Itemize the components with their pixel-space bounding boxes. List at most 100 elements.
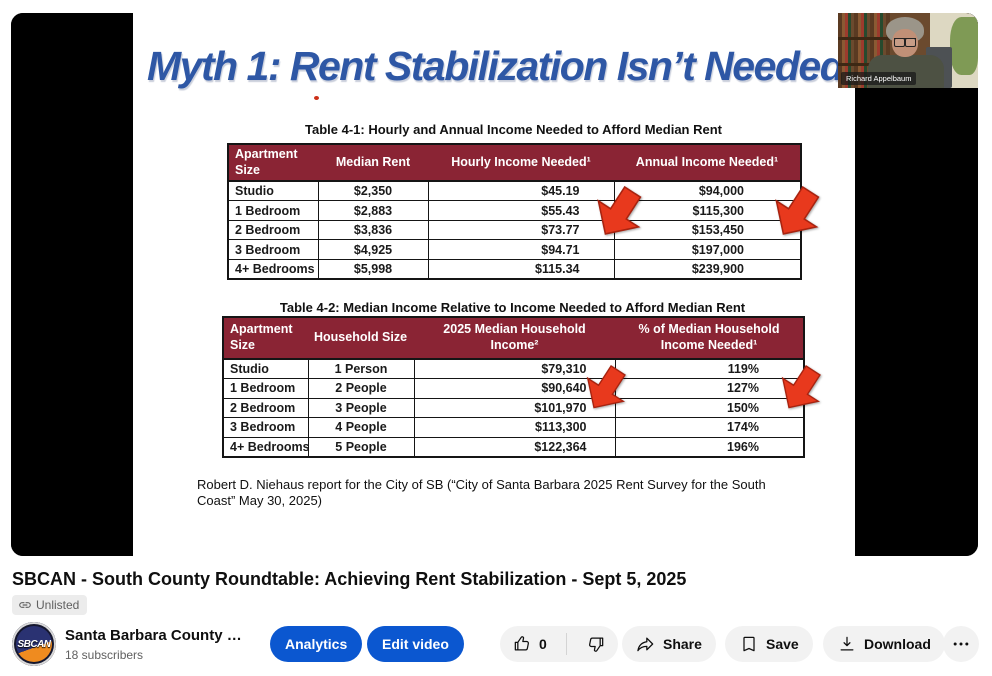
table-cell: 2 Bedroom xyxy=(227,219,319,241)
column-header: Apartment Size xyxy=(228,144,318,183)
table-median-income: Apartment Size Household Size 2025 Media… xyxy=(222,316,805,458)
table-row: 3 Bedroom $4,925 $94.71 $197,000 xyxy=(227,239,802,260)
like-count: 0 xyxy=(539,636,547,652)
window-foliage xyxy=(950,17,978,75)
like-dislike-group: 0 xyxy=(500,626,618,662)
table-cell: 4+ Bedrooms xyxy=(222,436,309,457)
edit-video-button[interactable]: Edit video xyxy=(367,626,464,662)
column-header: % of Median Household Income Needed¹ xyxy=(615,317,804,360)
table-cell: $239,900 xyxy=(613,258,802,280)
speaker-name-label: Richard Appelbaum xyxy=(841,72,917,85)
column-header: Apartment Size xyxy=(223,317,308,360)
table-row: 4+ Bedrooms 5 People $122,364 196% xyxy=(222,436,805,457)
analytics-button-label: Analytics xyxy=(285,636,348,652)
table-cell: 2 People xyxy=(307,378,415,399)
letterbox-right xyxy=(855,13,978,556)
channel-name[interactable]: Santa Barbara County … xyxy=(65,627,242,644)
table-income-needed: Apartment Size Median Rent Hourly Income… xyxy=(227,143,802,280)
table-cell: 4 People xyxy=(307,417,415,438)
channel-avatar[interactable]: SBCAN xyxy=(12,622,56,666)
thumbs-down-icon xyxy=(586,634,606,654)
column-header: Hourly Income Needed¹ xyxy=(428,144,614,183)
slide-citation: Robert D. Niehaus report for the City of… xyxy=(197,477,766,508)
table-row: Studio 1 Person $79,310 119% xyxy=(222,358,805,379)
share-button-label: Share xyxy=(663,636,702,652)
table-row: 2 Bedroom 3 People $101,970 150% xyxy=(222,397,805,418)
table-cell: $5,998 xyxy=(317,258,429,280)
column-header: Median Rent xyxy=(318,144,428,183)
video-title: SBCAN - South County Roundtable: Achievi… xyxy=(12,569,687,589)
table-cell: $2,883 xyxy=(317,200,429,221)
dislike-button[interactable] xyxy=(574,626,618,662)
speaker-webcam: Richard Appelbaum xyxy=(838,13,978,88)
table-cell: $45.19 xyxy=(427,180,615,202)
presentation-slide: Myth 1: Rent Stabilization Isn’t Needed … xyxy=(133,13,855,556)
table-cell: $113,300 xyxy=(413,417,616,438)
table-cell: 3 People xyxy=(307,397,415,418)
analytics-button[interactable]: Analytics xyxy=(270,626,363,662)
table-row: 4+ Bedrooms $5,998 $115.34 $239,900 xyxy=(227,258,802,280)
table-cell: 5 People xyxy=(307,436,415,457)
table-cell: 1 Bedroom xyxy=(222,378,309,399)
column-header: Annual Income Needed¹ xyxy=(614,144,801,183)
channel-avatar-text: SBCAN xyxy=(17,638,51,650)
table-cell: 3 Bedroom xyxy=(222,417,309,438)
column-header: Household Size xyxy=(308,317,414,360)
more-icon xyxy=(951,634,971,654)
share-icon xyxy=(636,634,656,654)
subscriber-count: 18 subscribers xyxy=(65,648,144,662)
letterbox-left xyxy=(11,13,133,556)
visibility-badge-label: Unlisted xyxy=(36,598,80,612)
slide-title: Myth 1: Rent Stabilization Isn’t Needed xyxy=(147,43,845,89)
download-button-label: Download xyxy=(864,636,931,652)
table-cell: 1 Person xyxy=(307,358,415,379)
speaker-glasses xyxy=(894,38,916,47)
annotation-arrow-icon xyxy=(771,180,823,246)
table-row: Studio $2,350 $45.19 $94,000 xyxy=(227,180,802,202)
table-cell: $2,350 xyxy=(317,180,429,202)
table-cell: 1 Bedroom xyxy=(227,200,319,221)
column-header: 2025 Median Household Income² xyxy=(414,317,615,360)
table1-caption: Table 4-1: Hourly and Annual Income Need… xyxy=(305,122,722,137)
table-row: 2 Bedroom $3,836 $73.77 $153,450 xyxy=(227,219,802,241)
video-player[interactable]: Myth 1: Rent Stabilization Isn’t Needed … xyxy=(11,13,978,556)
table-cell: $115.34 xyxy=(427,258,615,280)
table-cell: 196% xyxy=(614,436,805,457)
table-row: 3 Bedroom 4 People $113,300 174% xyxy=(222,417,805,438)
share-button[interactable]: Share xyxy=(622,626,716,662)
table-cell: Studio xyxy=(227,180,319,202)
table-cell: Studio xyxy=(222,358,309,379)
link-icon xyxy=(18,598,32,612)
table-cell: $4,925 xyxy=(317,239,429,260)
table-cell: 119% xyxy=(614,358,805,379)
download-button[interactable]: Download xyxy=(823,626,945,662)
table-cell: $153,450 xyxy=(613,219,802,241)
table-row: 1 Bedroom 2 People $90,640 127% xyxy=(222,378,805,399)
save-button[interactable]: Save xyxy=(725,626,813,662)
edit-video-button-label: Edit video xyxy=(382,636,449,652)
laser-dot xyxy=(314,96,319,100)
table-cell: 2 Bedroom xyxy=(222,397,309,418)
table-cell: $3,836 xyxy=(317,219,429,241)
annotation-arrow-icon xyxy=(583,360,629,418)
like-button[interactable]: 0 xyxy=(500,626,559,662)
table2-caption: Table 4-2: Median Income Relative to Inc… xyxy=(279,300,746,315)
visibility-badge: Unlisted xyxy=(12,595,88,615)
save-button-label: Save xyxy=(766,636,799,652)
table-row: 1 Bedroom $2,883 $55.43 $115,300 xyxy=(227,200,802,221)
more-actions-button[interactable] xyxy=(943,626,979,662)
table-cell: 3 Bedroom xyxy=(227,239,319,260)
table-header-row: Apartment Size Median Rent Hourly Income… xyxy=(228,144,801,183)
table-cell: 174% xyxy=(614,417,805,438)
download-icon xyxy=(837,634,857,654)
table-cell: 4+ Bedrooms xyxy=(227,258,319,280)
annotation-arrow-icon xyxy=(593,180,645,246)
table-cell: $94.71 xyxy=(427,239,615,260)
table-cell: $122,364 xyxy=(413,436,616,457)
thumbs-up-icon xyxy=(512,634,532,654)
annotation-arrow-icon xyxy=(778,360,824,418)
divider xyxy=(565,633,567,655)
bookmark-icon xyxy=(739,634,759,654)
table-header-row: Apartment Size Household Size 2025 Media… xyxy=(223,317,804,360)
